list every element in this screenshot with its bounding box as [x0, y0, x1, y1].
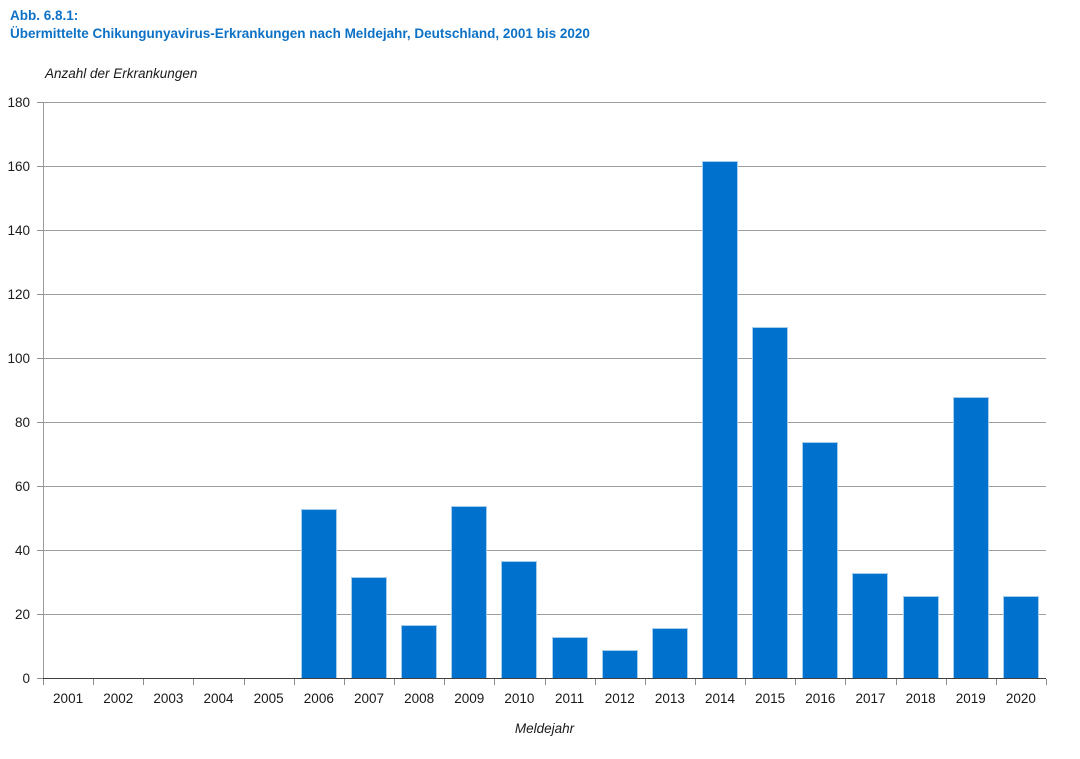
- y-tick-mark-160: [37, 166, 43, 167]
- bar-2011: [551, 637, 588, 678]
- x-tick-mark: [544, 679, 546, 685]
- x-tick-label: 2018: [905, 691, 936, 706]
- y-tick-mark-20: [37, 614, 43, 615]
- x-tick-mark: [343, 679, 345, 685]
- x-tick-label: 2002: [103, 691, 134, 706]
- x-tick-mark: [193, 679, 195, 685]
- x-tick-label: 2016: [805, 691, 836, 706]
- gridline-40: [43, 550, 1046, 551]
- x-axis-line: [43, 678, 1046, 679]
- x-tick-mark: [1046, 679, 1047, 685]
- bar-2020: [1002, 595, 1039, 678]
- y-tick-label: 0: [22, 671, 30, 686]
- bar-2017: [852, 573, 889, 678]
- x-tick-label: 2010: [504, 691, 535, 706]
- y-tick-mark-40: [37, 550, 43, 551]
- x-tick-label: 2020: [1005, 691, 1036, 706]
- x-tick-label: 2009: [454, 691, 485, 706]
- gridline-100: [43, 358, 1046, 359]
- x-tick-label: 2015: [755, 691, 786, 706]
- y-tick-mark-80: [37, 422, 43, 423]
- figure-title: Übermittelte Chikungunyavirus-Erkrankung…: [10, 26, 590, 41]
- gridline-160: [43, 166, 1046, 167]
- bar-2013: [651, 627, 688, 678]
- bar-2012: [601, 650, 638, 678]
- y-tick-mark-100: [37, 358, 43, 359]
- gridline-20: [43, 614, 1046, 615]
- x-tick-mark: [43, 679, 44, 685]
- x-tick-mark: [293, 679, 295, 685]
- gridline-140: [43, 230, 1046, 231]
- y-tick-label: 20: [14, 607, 30, 622]
- x-tick-mark: [845, 679, 847, 685]
- x-tick-mark: [594, 679, 596, 685]
- y-tick-label: 80: [14, 415, 30, 430]
- x-tick-mark: [995, 679, 997, 685]
- bar-2018: [902, 595, 939, 678]
- x-tick-mark: [644, 679, 646, 685]
- y-tick-label: 160: [7, 159, 30, 174]
- y-tick-label: 180: [7, 95, 30, 110]
- x-tick-mark: [945, 679, 947, 685]
- x-tick-label: 2012: [604, 691, 635, 706]
- bar-2014: [702, 160, 739, 678]
- gridline-120: [43, 294, 1046, 295]
- x-tick-label: 2003: [153, 691, 184, 706]
- x-tick-label: 2001: [53, 691, 84, 706]
- bar-2009: [451, 506, 488, 678]
- x-tick-label: 2004: [203, 691, 234, 706]
- bar-2006: [300, 509, 337, 678]
- y-axis-line: [43, 103, 44, 685]
- x-tick-mark: [795, 679, 797, 685]
- x-tick-mark: [895, 679, 897, 685]
- gridline-60: [43, 486, 1046, 487]
- bar-2008: [401, 624, 438, 678]
- x-tick-label: 2019: [955, 691, 986, 706]
- x-tick-mark: [143, 679, 145, 685]
- bar-2019: [952, 397, 989, 678]
- figure-label: Abb. 6.8.1:: [10, 8, 79, 23]
- x-tick-label: 2007: [353, 691, 384, 706]
- bar-2015: [752, 327, 789, 678]
- y-tick-mark-140: [37, 230, 43, 231]
- y-tick-label: 140: [7, 223, 30, 238]
- x-tick-label: 2008: [404, 691, 435, 706]
- y-tick-mark-120: [37, 294, 43, 295]
- x-tick-label: 2011: [555, 691, 585, 706]
- y-tick-mark-60: [37, 486, 43, 487]
- x-axis-title: Meldejahr: [514, 721, 575, 736]
- gridline-180: [43, 102, 1046, 103]
- y-tick-label: 40: [14, 543, 30, 558]
- y-tick-label: 120: [7, 287, 30, 302]
- y-tick-label: 100: [7, 351, 30, 366]
- bar-2010: [501, 560, 538, 678]
- x-tick-mark: [93, 679, 95, 685]
- y-axis-title: Anzahl der Erkrankungen: [45, 66, 198, 81]
- y-tick-label: 60: [14, 479, 30, 494]
- y-tick-mark-0: [37, 678, 43, 679]
- y-tick-mark-180: [37, 102, 43, 103]
- plot-area: 0 20 40 60 80 100 120 140 160 180 2001 2002 2003 2004…: [7, 95, 1047, 706]
- x-tick-label: 2013: [654, 691, 685, 706]
- x-tick-mark: [444, 679, 446, 685]
- x-tick-mark: [243, 679, 245, 685]
- x-tick-label: 2017: [855, 691, 886, 706]
- x-tick-mark: [394, 679, 396, 685]
- x-tick-label: 2005: [253, 691, 284, 706]
- x-tick-mark: [494, 679, 496, 685]
- bar-2016: [802, 442, 839, 678]
- gridline-80: [43, 422, 1046, 423]
- bar-2007: [350, 576, 387, 678]
- x-tick-label: 2014: [704, 691, 736, 706]
- x-tick-label: 2006: [303, 691, 334, 706]
- x-tick-mark: [745, 679, 747, 685]
- x-tick-mark: [694, 679, 696, 685]
